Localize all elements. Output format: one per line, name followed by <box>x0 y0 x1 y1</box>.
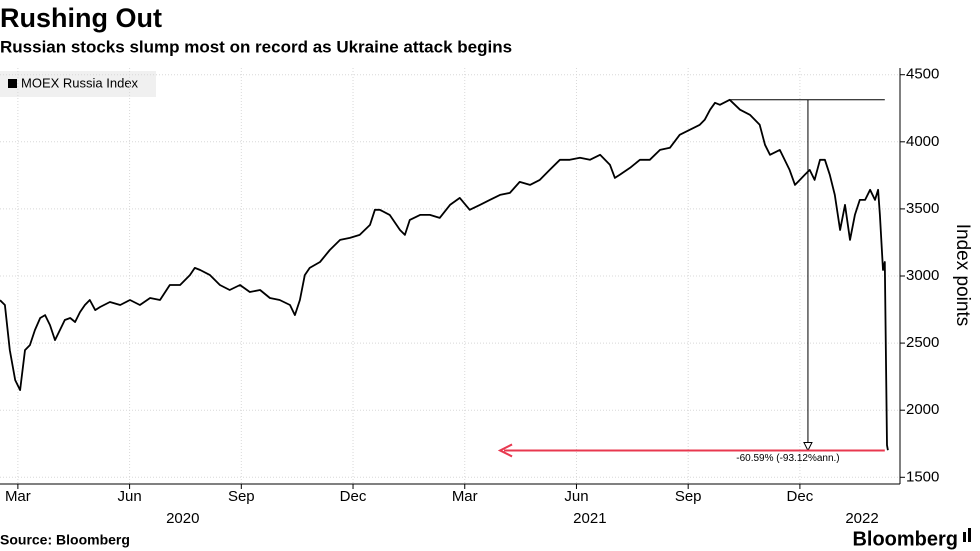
brand-icon <box>968 528 971 542</box>
annotation-arrow-head <box>497 443 513 458</box>
line-series <box>0 98 889 451</box>
legend-label: MOEX Russia Index <box>21 75 139 90</box>
y-tick-label: 1500 <box>906 468 939 485</box>
x-tick-label: Dec <box>340 488 367 505</box>
brand: Bloomberg <box>852 528 958 550</box>
x-tick-label: Sep <box>228 488 255 505</box>
annotation-label: -60.59% (-93.12%ann.) <box>736 453 839 464</box>
chart-subtitle: Russian stocks slump most on record as U… <box>0 37 512 56</box>
x-tick-label: Dec <box>787 488 814 505</box>
chart-title: Rushing Out <box>0 3 162 33</box>
legend-swatch <box>8 79 17 88</box>
y-tick-label: 3000 <box>906 267 939 284</box>
y-tick-label: 2000 <box>906 401 939 418</box>
y-tick-label: 2500 <box>906 334 939 351</box>
year-label: 2020 <box>166 510 199 527</box>
x-tick-label: Jun <box>564 488 588 505</box>
y-axis-label: Index points <box>952 224 973 326</box>
year-label: 2022 <box>845 510 878 527</box>
x-tick-label: Sep <box>675 488 702 505</box>
y-tick-label: 4000 <box>906 133 939 150</box>
y-tick-label: 4500 <box>906 66 939 83</box>
brand-icon <box>963 532 966 542</box>
x-tick-label: Mar <box>5 488 31 505</box>
year-label: 2021 <box>573 510 606 527</box>
source: Source: Bloomberg <box>0 532 130 548</box>
y-tick-label: 3500 <box>906 200 939 217</box>
x-tick-label: Mar <box>452 488 478 505</box>
x-tick-label: Jun <box>117 488 141 505</box>
annotation-arrowhead <box>803 441 813 452</box>
